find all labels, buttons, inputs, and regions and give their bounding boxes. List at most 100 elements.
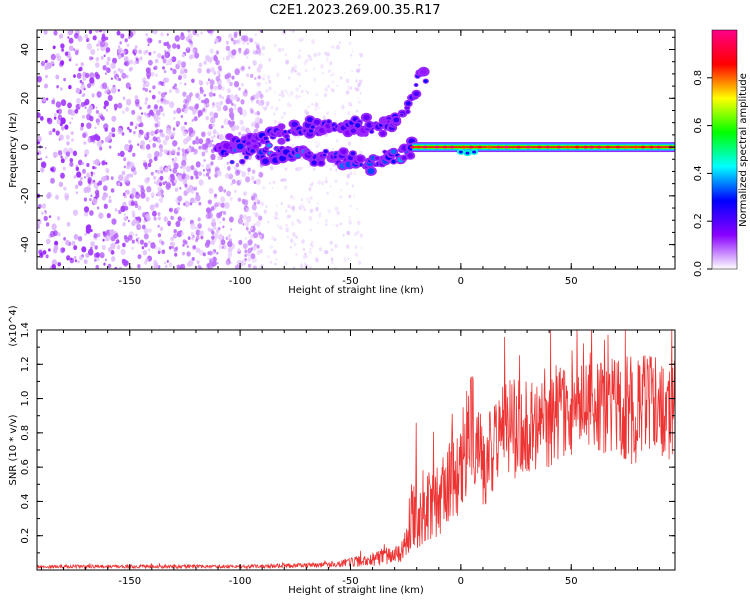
noise-blob xyxy=(273,237,277,242)
noise-blob xyxy=(309,228,312,232)
noise-blob xyxy=(239,169,243,173)
noise-blob xyxy=(119,150,125,157)
noise-blob xyxy=(147,43,150,47)
noise-blob xyxy=(182,251,185,256)
noise-blob xyxy=(117,47,123,55)
noise-blob xyxy=(104,127,108,132)
noise-blob xyxy=(211,235,215,241)
noise-blob xyxy=(245,226,249,231)
noise-blob xyxy=(68,37,74,44)
carrier-dot xyxy=(633,145,638,149)
noise-blob xyxy=(51,99,56,105)
noise-blob xyxy=(189,92,193,97)
noise-blob xyxy=(90,241,95,247)
noise-blob xyxy=(115,77,119,81)
noise-blob xyxy=(324,218,329,223)
noise-blob xyxy=(124,60,129,67)
noise-blob xyxy=(81,114,86,119)
noise-blob xyxy=(260,201,264,207)
noise-blob xyxy=(250,73,254,78)
noise-blob xyxy=(349,205,352,208)
noise-blob xyxy=(158,116,161,120)
noise-blob xyxy=(334,113,337,116)
streak-core xyxy=(363,114,370,121)
noise-blob xyxy=(73,74,76,78)
noise-blob xyxy=(301,37,304,41)
noise-blob xyxy=(264,107,267,110)
noise-blob xyxy=(342,104,345,107)
x-tick-label: -100 xyxy=(229,576,252,587)
noise-blob xyxy=(330,248,334,252)
noise-blob xyxy=(189,202,193,206)
noise-blob xyxy=(155,169,158,173)
noise-blob xyxy=(349,171,353,175)
noise-blob xyxy=(155,109,161,116)
noise-blob xyxy=(95,106,98,109)
noise-blob xyxy=(133,131,136,135)
noise-blob xyxy=(174,234,177,238)
noise-blob xyxy=(329,61,333,66)
noise-blob xyxy=(357,100,361,105)
noise-blob xyxy=(334,266,338,269)
noise-blob xyxy=(308,215,313,221)
noise-blob xyxy=(290,194,293,199)
noise-blob xyxy=(122,110,125,114)
noise-blob xyxy=(78,104,81,107)
streak-core xyxy=(244,156,249,159)
noise-blob xyxy=(190,146,195,153)
noise-blob xyxy=(125,189,130,195)
noise-blob xyxy=(58,33,64,39)
noise-blob xyxy=(241,109,247,117)
noise-blob xyxy=(268,79,272,84)
noise-blob xyxy=(55,130,60,136)
noise-blob xyxy=(101,116,105,121)
noise-blob xyxy=(198,201,202,206)
noise-blob xyxy=(117,152,121,157)
noise-blob xyxy=(122,96,126,101)
noise-blob xyxy=(94,126,97,129)
streak-core xyxy=(295,153,300,158)
noise-blob xyxy=(198,179,204,186)
noise-blob xyxy=(135,191,139,196)
noise-blob xyxy=(125,74,129,79)
noise-blob xyxy=(84,176,86,179)
x-tick-label: 50 xyxy=(565,276,578,287)
noise-blob xyxy=(158,182,163,187)
noise-blob xyxy=(153,115,159,122)
noise-blob xyxy=(356,208,358,210)
noise-blob xyxy=(356,97,359,100)
carrier-dot xyxy=(623,145,628,149)
noise-blob xyxy=(60,87,63,91)
y-tick-label: -20 xyxy=(20,188,31,204)
noise-blob xyxy=(208,91,214,98)
noise-blob xyxy=(253,223,256,227)
noise-blob xyxy=(222,225,225,229)
noise-blob xyxy=(250,122,255,127)
noise-blob xyxy=(323,250,326,254)
noise-blob xyxy=(133,218,137,223)
x-tick-label: 0 xyxy=(458,276,464,287)
noise-blob xyxy=(206,138,211,143)
noise-blob xyxy=(150,192,155,198)
noise-blob xyxy=(275,251,278,254)
noise-blob xyxy=(198,145,202,150)
noise-blob xyxy=(256,81,261,87)
noise-blob xyxy=(318,247,323,252)
noise-blob xyxy=(127,219,130,223)
noise-blob xyxy=(135,233,138,237)
noise-blob xyxy=(328,69,331,73)
snr-y-axis-label: SNR (10 * v/v) xyxy=(8,414,19,485)
noise-blob xyxy=(67,30,73,36)
noise-blob xyxy=(246,73,250,78)
noise-blob xyxy=(247,247,252,254)
noise-blob xyxy=(261,45,266,51)
noise-blob xyxy=(291,66,295,72)
noise-blob xyxy=(326,147,329,150)
carrier-dot xyxy=(468,145,474,149)
noise-blob xyxy=(105,61,110,66)
noise-blob xyxy=(152,210,157,217)
noise-blob xyxy=(347,141,352,147)
noise-blob xyxy=(209,84,214,90)
noise-blob xyxy=(55,74,60,80)
noise-blob xyxy=(169,207,174,213)
